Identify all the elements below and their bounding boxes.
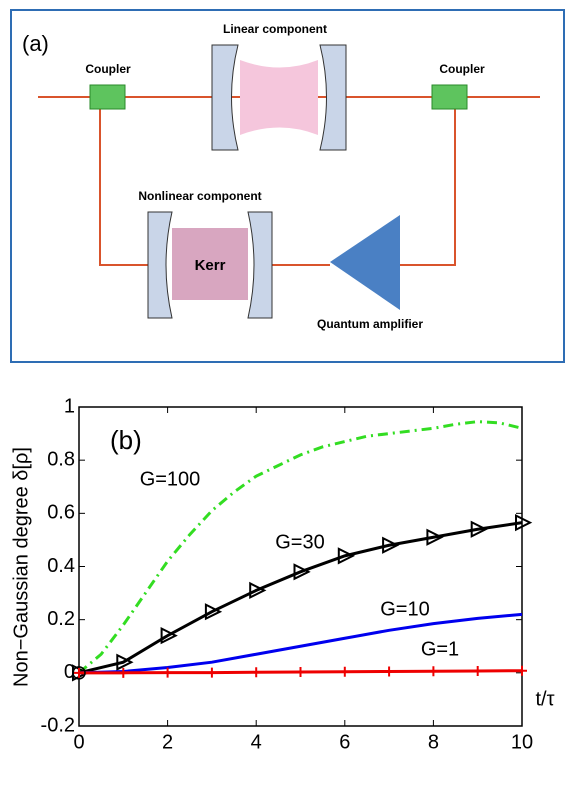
marker — [472, 665, 483, 676]
marker — [206, 667, 217, 678]
y-tick-label: 0.4 — [47, 555, 75, 577]
origin-marker — [72, 666, 86, 680]
marker — [339, 666, 350, 677]
marker — [426, 528, 444, 546]
series-label: G=30 — [275, 531, 324, 553]
y-tick-label: 0.6 — [47, 502, 75, 524]
series-label: G=1 — [421, 638, 459, 660]
series-line — [78, 420, 523, 674]
beam — [400, 97, 456, 266]
coupler — [431, 84, 468, 110]
series-line — [78, 521, 523, 675]
y-tick-label: -0.2 — [41, 714, 75, 736]
label: Kerr — [195, 257, 226, 274]
marker — [160, 626, 178, 645]
diagram: (a) Linear component Coupler Coupler Non… — [10, 9, 565, 363]
marker — [162, 667, 173, 678]
series-label: G=100 — [140, 468, 201, 490]
x-axis-label: t/τ — [535, 688, 554, 710]
marker — [249, 581, 267, 600]
y-tick-label: 0 — [64, 661, 75, 683]
marker — [74, 667, 84, 678]
x-tick-label: 8 — [428, 731, 439, 753]
mirror — [247, 211, 273, 319]
y-axis-label: Non−Gaussian degree δ[ρ] — [10, 447, 32, 687]
label: Quantum amplifier — [317, 317, 423, 331]
y-tick-label: 0.8 — [47, 448, 75, 470]
y-tick-label: 1 — [64, 395, 75, 417]
label: Nonlinear component — [138, 189, 261, 203]
amplifier — [330, 215, 400, 310]
series-line — [78, 612, 523, 675]
kerr-medium — [172, 228, 248, 300]
label: Linear component — [223, 22, 327, 36]
panel-label: (b) — [110, 425, 142, 455]
marker — [517, 665, 527, 676]
x-tick-label: 2 — [162, 731, 173, 753]
x-tick-label: 6 — [339, 731, 350, 753]
label: Coupler — [85, 62, 131, 76]
coupler — [89, 84, 126, 110]
marker — [337, 547, 356, 565]
mirror — [147, 211, 173, 319]
mirror — [319, 44, 347, 151]
x-tick-label: 4 — [251, 731, 262, 753]
linear-cavity — [240, 60, 318, 135]
marker — [204, 603, 223, 621]
y-tick-label: 0.2 — [47, 608, 75, 630]
mirror — [211, 44, 239, 151]
marker — [515, 514, 533, 532]
marker — [382, 536, 400, 554]
marker — [116, 653, 134, 671]
chart: Non−Gaussian degree δ[ρ] (b) t/τ 0 2 4 6 8 10… — [10, 395, 554, 753]
marker — [293, 563, 311, 581]
label: Coupler — [439, 62, 485, 76]
x-tick-label: 10 — [511, 731, 533, 753]
marker — [384, 666, 395, 677]
marker — [428, 666, 439, 677]
beam — [99, 97, 150, 266]
x-tick-label: 0 — [73, 731, 84, 753]
series-label: G=10 — [380, 598, 429, 620]
marker — [251, 667, 262, 678]
marker — [470, 520, 488, 538]
marker — [295, 667, 306, 678]
panel-label: (a) — [22, 31, 49, 56]
marker — [118, 667, 129, 678]
